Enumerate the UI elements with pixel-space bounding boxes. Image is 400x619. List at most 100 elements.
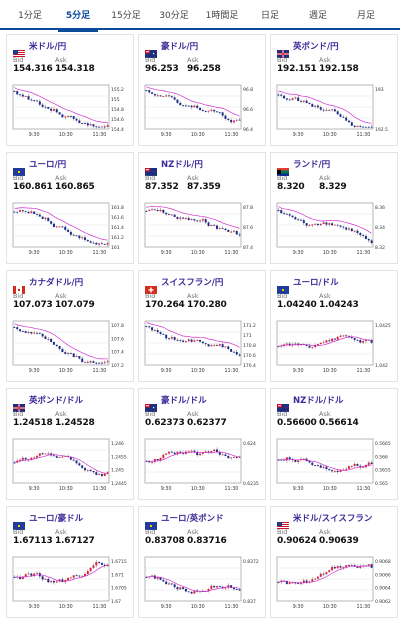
candle-body xyxy=(210,585,213,589)
rate-card[interactable]: スイスフラン/円 Bid Ask 170.264 170.280 171.2 171 170.… xyxy=(138,270,266,382)
tab-3[interactable]: 30分足 xyxy=(159,11,189,21)
pair-name[interactable]: NZドル/ドル xyxy=(293,396,344,406)
ask-price: 0.90639 xyxy=(319,536,359,546)
candle-body xyxy=(283,95,286,99)
candle-body xyxy=(173,337,176,340)
bid-price: 160.861 xyxy=(13,182,53,192)
candle-body xyxy=(36,213,38,215)
candle-body xyxy=(353,230,356,232)
rate-card[interactable]: カナダドル/円 Bid Ask 107.073 107.079 107.8 107.6 107… xyxy=(6,270,134,382)
rate-card[interactable]: NZドル/ドル Bid Ask 0.56600 0.56614 0.5665 0.566 0.… xyxy=(270,388,398,500)
candlestick-chart[interactable]: 0.624 0.6235 9:30 10:30 11:30 xyxy=(143,437,263,497)
tab-6[interactable]: 週足 xyxy=(308,11,327,21)
pair-name[interactable]: ユーロ/豪ドル xyxy=(29,514,84,524)
flag-icon xyxy=(277,161,289,176)
moving-average-line xyxy=(14,207,108,241)
y-tick-label: 96.6 xyxy=(243,107,253,113)
candlestick-chart[interactable]: 161.8 161.6 161.4 161.2 161 9:30 10:30 11:30 xyxy=(11,201,131,261)
y-tick-label: 161.8 xyxy=(111,205,124,211)
tab-0[interactable]: 1分足 xyxy=(18,11,42,21)
tab-5[interactable]: 日足 xyxy=(260,11,279,21)
rate-card[interactable]: 英ポンド/円 Bid Ask 192.151 192.158 193 192.5 9:30 10… xyxy=(270,34,398,146)
bid-price: 170.264 xyxy=(145,300,185,310)
candle-body xyxy=(86,123,89,126)
rate-card[interactable]: NZドル/円 Bid Ask 87.352 87.359 87.8 87.6 87.4 9:30… xyxy=(138,152,266,264)
rate-card[interactable]: 豪ドル/ドル Bid Ask 0.62373 0.62377 0.624 0.6235 9:3… xyxy=(138,388,266,500)
candle-body xyxy=(201,219,204,221)
y-tick-label: 107.6 xyxy=(111,336,124,342)
pair-name[interactable]: 米ドル/円 xyxy=(29,42,67,52)
x-tick-label: 10:30 xyxy=(191,604,205,610)
candle-body xyxy=(322,573,325,575)
candle-body xyxy=(33,573,36,576)
pair-name[interactable]: ユーロ/英ポンド xyxy=(161,514,224,524)
rate-card[interactable]: ユーロ/ドル Bid Ask 1.04240 1.04243 1.0425 1.042 9:3… xyxy=(270,270,398,382)
bid-label: Bid xyxy=(13,292,24,300)
candle-body xyxy=(69,456,72,460)
pair-name[interactable]: ユーロ/円 xyxy=(29,160,67,170)
pair-name[interactable]: スイスフラン/円 xyxy=(161,278,224,288)
candle-body xyxy=(81,358,84,363)
rate-card[interactable]: 豪ドル/円 Bid Ask 96.253 96.258 96.8 96.6 96.4 9:30 1… xyxy=(138,34,266,146)
candlestick-chart[interactable]: 0.9068 0.9066 0.9064 0.9062 9:30 10:30 11:30 xyxy=(275,555,395,615)
candle-body xyxy=(47,453,50,455)
candle-body xyxy=(95,561,98,566)
pair-name[interactable]: 英ポンド/円 xyxy=(293,42,339,52)
candle-body xyxy=(325,222,328,225)
candlestick-chart[interactable]: 96.8 96.6 96.4 9:30 10:30 11:30 xyxy=(143,83,263,143)
candle-body xyxy=(30,331,33,334)
tab-1[interactable]: 5分足 xyxy=(56,8,100,32)
candle-body xyxy=(190,592,193,594)
candle-body xyxy=(173,214,176,218)
candlestick-chart[interactable]: 0.8372 0.837 9:30 10:30 11:30 xyxy=(143,555,263,615)
candle-body xyxy=(92,361,95,363)
tab-7[interactable]: 月足 xyxy=(356,11,375,21)
candle-body xyxy=(162,333,165,335)
rate-card[interactable]: 米ドル/円 Bid Ask 154.316 154.318 155.2 155 154.8 15… xyxy=(6,34,134,146)
pair-name[interactable]: ランド/円 xyxy=(293,160,331,170)
candlestick-chart[interactable]: 107.8 107.6 107.4 107.2 9:30 10:30 11:30 xyxy=(11,319,131,379)
ask-label: Ask xyxy=(55,410,67,418)
candle-body xyxy=(210,450,213,453)
rate-card[interactable]: 英ポンド/ドル Bid Ask 1.24518 1.24528 1.246 1.2455 1.… xyxy=(6,388,134,500)
candlestick-chart[interactable]: 193 192.5 9:30 10:30 11:30 xyxy=(275,83,395,143)
candlestick-chart[interactable]: 171.2 171 170.8 170.6 170.4 9:30 10:30 11:30 xyxy=(143,319,263,379)
candle-body xyxy=(359,233,362,236)
pair-name[interactable]: 英ポンド/ドル xyxy=(29,396,84,406)
y-tick-label: 1.042 xyxy=(375,363,388,369)
tab-4[interactable]: 1時間足 xyxy=(205,11,239,21)
rate-card[interactable]: ユーロ/円 Bid Ask 160.861 160.865 161.8 161.6 161.4… xyxy=(6,152,134,264)
rate-card[interactable]: ランド/円 Bid Ask 8.320 8.329 8.36 8.34 8.32 9:30 10:… xyxy=(270,152,398,264)
candlestick-chart[interactable]: 1.6715 1.671 1.6705 1.67 9:30 10:30 11:30 xyxy=(11,555,131,615)
candle-body xyxy=(176,587,179,590)
candle-body xyxy=(230,120,233,123)
bid-label: Bid xyxy=(277,174,288,182)
candle-body xyxy=(41,333,44,337)
rate-card[interactable]: ユーロ/豪ドル Bid Ask 1.67113 1.67127 1.6715 1.671 1.… xyxy=(6,506,134,618)
candlestick-chart[interactable]: 1.246 1.2455 1.245 1.2445 9:30 10:30 11:30 xyxy=(11,437,131,497)
candlestick-chart[interactable]: 87.8 87.6 87.4 9:30 10:30 11:30 xyxy=(143,201,263,261)
pair-name[interactable]: ユーロ/ドル xyxy=(293,278,339,288)
rate-card[interactable]: 米ドル/スイスフラン Bid Ask 0.90624 0.90639 0.9068 0.90… xyxy=(270,506,398,618)
candlestick-chart[interactable]: 155.2 155 154.8 154.6 154.4 9:30 10:30 11:30 xyxy=(11,83,131,143)
candle-body xyxy=(84,123,86,125)
pair-name[interactable]: 豪ドル/円 xyxy=(161,42,199,52)
x-tick-label: 9:30 xyxy=(161,132,172,138)
pair-name[interactable]: 米ドル/スイスフラン xyxy=(293,514,373,524)
pair-name[interactable]: カナダドル/円 xyxy=(29,278,84,288)
candle-body xyxy=(182,105,185,106)
candle-body xyxy=(370,240,373,243)
candlestick-chart[interactable]: 1.0425 1.042 9:30 10:30 11:30 xyxy=(275,319,395,379)
candle-body xyxy=(100,474,103,476)
candle-body xyxy=(50,580,53,583)
bid-label: Bid xyxy=(13,56,24,64)
tab-2[interactable]: 15分足 xyxy=(111,11,141,21)
rate-card[interactable]: ユーロ/英ポンド Bid Ask 0.83708 0.83716 0.8372 0.837 9… xyxy=(138,506,266,618)
candlestick-chart[interactable]: 8.36 8.34 8.32 9:30 10:30 11:30 xyxy=(275,201,395,261)
pair-name[interactable]: 豪ドル/ドル xyxy=(161,396,207,406)
pair-name[interactable]: NZドル/円 xyxy=(161,160,203,170)
candlestick-chart[interactable]: 0.5665 0.566 0.5655 0.565 9:30 10:30 11:30 xyxy=(275,437,395,497)
candle-body xyxy=(98,561,101,563)
candle-body xyxy=(30,211,33,214)
y-tick-label: 154.8 xyxy=(111,107,124,113)
